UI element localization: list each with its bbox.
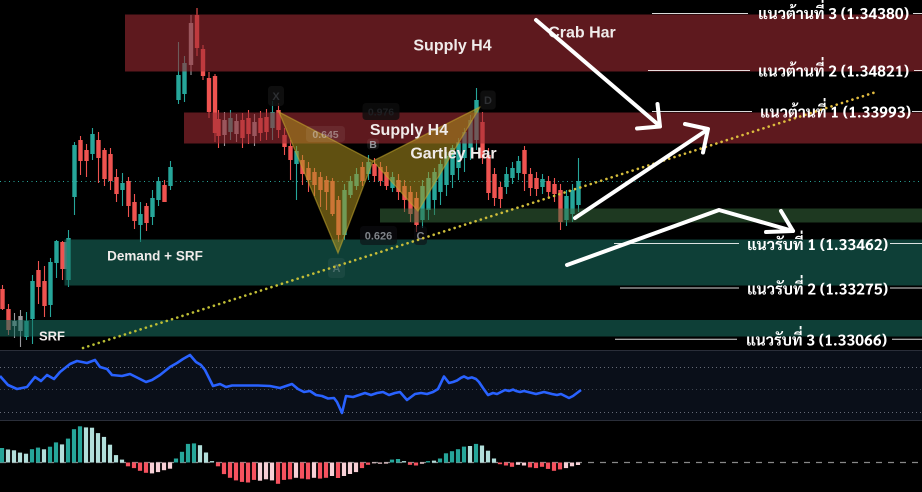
svg-text:X: X bbox=[272, 91, 280, 103]
svg-text:Supply H4: Supply H4 bbox=[413, 38, 491, 55]
svg-text:C: C bbox=[417, 230, 425, 242]
svg-text:SRF: SRF bbox=[39, 329, 65, 344]
svg-text:Crab Har: Crab Har bbox=[548, 25, 616, 42]
svg-text:0.976: 0.976 bbox=[368, 106, 394, 118]
svg-text:D: D bbox=[484, 95, 492, 107]
svg-text:0.645: 0.645 bbox=[312, 129, 338, 141]
svg-text:Demand + SRF: Demand + SRF bbox=[107, 249, 203, 264]
svg-text:Gartley Har: Gartley Har bbox=[410, 146, 496, 163]
svg-text:A: A bbox=[333, 263, 341, 275]
svg-text:B: B bbox=[369, 139, 377, 151]
svg-text:Supply H4: Supply H4 bbox=[370, 122, 448, 139]
svg-text:0.626: 0.626 bbox=[365, 230, 393, 242]
